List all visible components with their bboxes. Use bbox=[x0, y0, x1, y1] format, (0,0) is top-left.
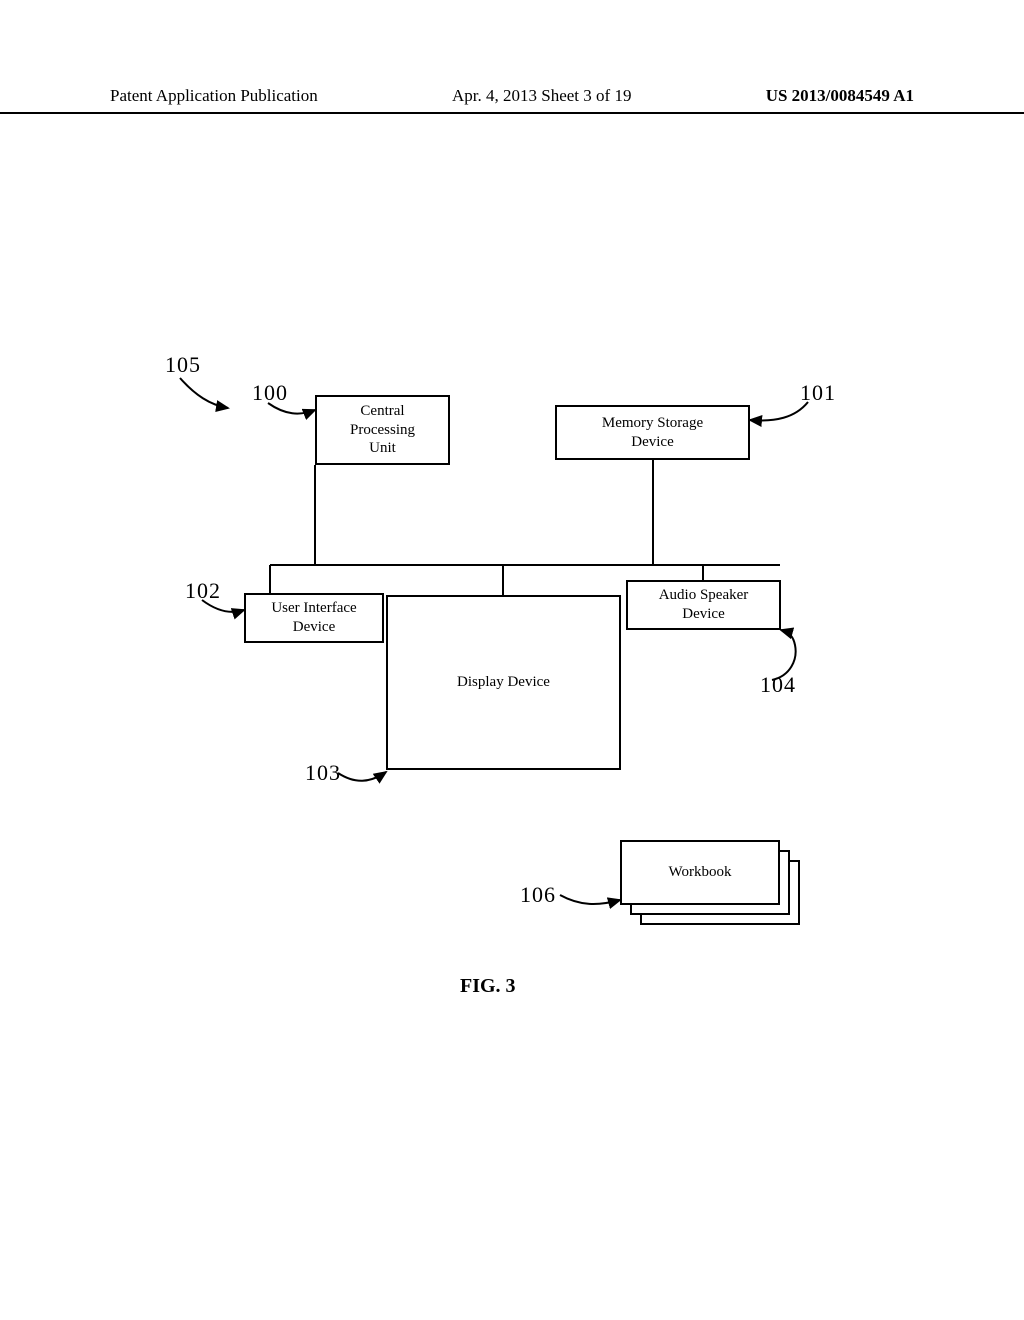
page-root: Patent Application Publication Apr. 4, 2… bbox=[0, 0, 1024, 1320]
display-label: Display Device bbox=[457, 673, 550, 692]
memory-label: Memory StorageDevice bbox=[602, 414, 703, 452]
ref-103: 103 bbox=[305, 760, 341, 786]
diagram-container: CentralProcessingUnit 100 Memory Storage… bbox=[0, 0, 1024, 1320]
user-interface-label: User InterfaceDevice bbox=[271, 599, 356, 637]
display-box: Display Device bbox=[386, 595, 621, 770]
ref-101: 101 bbox=[800, 380, 836, 406]
ref-100: 100 bbox=[252, 380, 288, 406]
workbook-box: Workbook bbox=[620, 840, 780, 905]
user-interface-box: User InterfaceDevice bbox=[244, 593, 384, 643]
audio-label: Audio SpeakerDevice bbox=[659, 586, 749, 624]
ref-102: 102 bbox=[185, 578, 221, 604]
ref-105: 105 bbox=[165, 352, 201, 378]
audio-box: Audio SpeakerDevice bbox=[626, 580, 781, 630]
cpu-box: CentralProcessingUnit bbox=[315, 395, 450, 465]
memory-box: Memory StorageDevice bbox=[555, 405, 750, 460]
ref-106: 106 bbox=[520, 882, 556, 908]
workbook-label: Workbook bbox=[669, 863, 732, 882]
figure-caption: FIG. 3 bbox=[460, 975, 516, 998]
cpu-label: CentralProcessingUnit bbox=[350, 402, 415, 458]
ref-104: 104 bbox=[760, 672, 796, 698]
